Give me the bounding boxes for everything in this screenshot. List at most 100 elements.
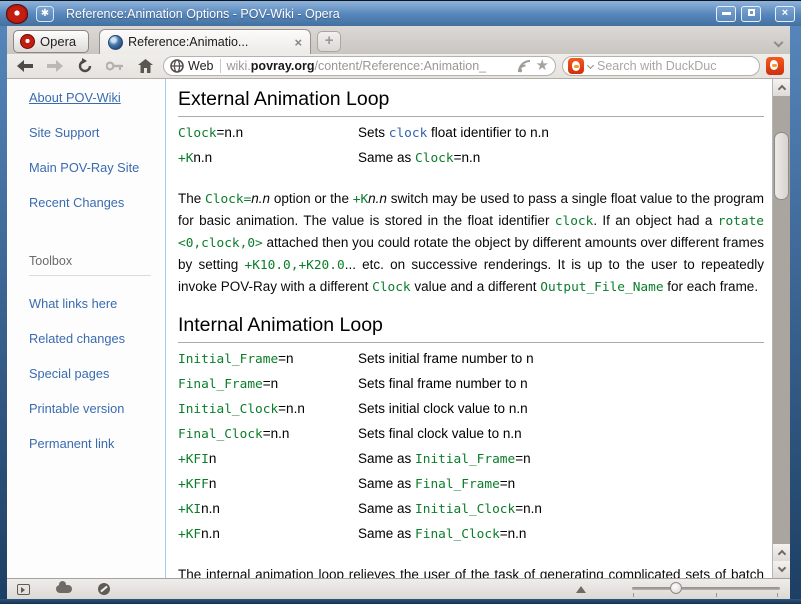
definition-term: +KFFn	[178, 476, 358, 492]
maximize-button[interactable]	[741, 5, 761, 22]
text-segment: =n.n	[278, 401, 305, 416]
article-paragraph: The internal animation loop relieves the…	[178, 564, 764, 578]
article-paragraph: The Clock=n.n option or the +Kn.n switch…	[178, 188, 764, 298]
opera-menu-button[interactable]: Opera	[13, 30, 90, 53]
window-title: Reference:Animation Options - POV-Wiki -…	[66, 6, 340, 21]
url-text[interactable]: wiki.povray.org/content/Reference:Animat…	[226, 59, 487, 73]
window-border-left	[0, 26, 7, 599]
home-button[interactable]	[133, 56, 157, 76]
text-segment: Sets final clock value to n.n	[358, 426, 522, 441]
scroll-up-button[interactable]	[773, 79, 790, 96]
sidebar-link[interactable]: Special pages	[29, 366, 110, 381]
text-segment: +KI	[178, 502, 202, 517]
text-segment: n.n	[251, 191, 271, 206]
zoom-slider-track[interactable]	[632, 587, 780, 590]
text-segment: clock	[554, 214, 594, 229]
sidebar-link[interactable]: Related changes	[29, 331, 126, 346]
minimize-icon	[721, 11, 731, 15]
text-segment: n.n	[368, 191, 387, 206]
text-segment: switch may be used to pass a single floa…	[178, 191, 765, 228]
bookmark-star-icon[interactable]: ★	[535, 57, 549, 74]
text-segment: +K	[178, 151, 194, 166]
window-border-bottom	[0, 599, 801, 604]
back-button[interactable]	[13, 56, 37, 76]
forward-button[interactable]	[43, 56, 67, 76]
text-segment: rotate <0,clock,0>	[178, 214, 764, 251]
text-segment: attached then you could rotate the objec…	[178, 235, 764, 272]
back-icon	[17, 60, 33, 72]
key-icon	[106, 61, 123, 71]
opera-menu-label: Opera	[40, 34, 77, 49]
definition-row: +KFn.n Same as Final_Clock=n.n	[178, 526, 764, 551]
sidebar-link[interactable]: Printable version	[29, 401, 125, 416]
definition-row: +Kn.n Same as Clock=n.n	[178, 150, 764, 175]
text-segment: Sets initial clock value to n.n	[358, 401, 528, 416]
definition-row: +KFIn Same as Initial_Frame=n	[178, 451, 764, 476]
scrollbar-thumb[interactable]	[774, 132, 789, 200]
zoom-slider[interactable]	[632, 581, 780, 597]
reload-icon	[78, 58, 92, 73]
definition-description: Sets clock float identifier to n.n	[358, 125, 764, 141]
tab-close-icon[interactable]: ×	[294, 34, 303, 50]
navigation-toolbar: Web wiki.povray.org/content/Reference:An…	[7, 54, 790, 79]
scrollbar-track[interactable]	[773, 96, 790, 544]
tab-active[interactable]: Reference:Animatio... ×	[99, 29, 312, 54]
sidebar-link[interactable]: Site Support	[29, 125, 100, 140]
search-engine-chevron-icon[interactable]	[586, 61, 595, 69]
tab-list-chevron-icon[interactable]	[773, 37, 784, 48]
definition-description: Sets final clock value to n.n	[358, 426, 764, 441]
text-segment: ... etc. on successive renderings. It is…	[178, 257, 764, 294]
window-menu-button[interactable]: ✱	[36, 5, 54, 22]
reload-button[interactable]	[73, 56, 97, 76]
sidebar-link[interactable]: What links here	[29, 296, 118, 311]
new-tab-button[interactable]: +	[317, 31, 342, 52]
text-segment: Same as	[358, 526, 416, 541]
password-wand-button[interactable]	[103, 56, 127, 76]
close-button[interactable]: ×	[775, 5, 795, 22]
definition-row: +KIn.n Same as Initial_Clock=n.n	[178, 501, 764, 526]
search-input[interactable]	[597, 59, 717, 73]
titlebar[interactable]: ✱ Reference:Animation Options - POV-Wiki…	[0, 0, 801, 26]
opera-logo-icon	[20, 34, 35, 49]
close-icon: ×	[781, 6, 789, 19]
address-bar[interactable]: Web wiki.povray.org/content/Reference:An…	[163, 56, 556, 76]
search-box[interactable]	[562, 56, 760, 76]
definition-term: Final_Frame=n	[178, 376, 358, 392]
minimize-button[interactable]	[716, 5, 736, 22]
text-segment: Sets	[358, 125, 389, 140]
text-segment: Clock	[178, 126, 217, 141]
scroll-up-button-2[interactable]	[773, 544, 790, 561]
zoom-tick	[777, 593, 778, 597]
text-segment: Clock	[372, 280, 411, 295]
web-badge[interactable]: Web	[170, 59, 222, 73]
duckduckgo-side-icon[interactable]	[766, 57, 784, 75]
definition-term: +Kn.n	[178, 150, 358, 166]
text-segment: =n.n	[262, 426, 290, 441]
panel-toggle-icon[interactable]	[17, 583, 30, 595]
sidebar-link[interactable]: Permanent link	[29, 436, 115, 451]
chevron-up-icon	[777, 84, 786, 94]
sidebar-link[interactable]: About POV-Wiki	[29, 90, 121, 105]
text-segment: n.n	[201, 526, 220, 541]
sidebar-link[interactable]: Recent Changes	[29, 195, 125, 210]
definition-row: Initial_Clock=n.n Sets initial clock valu…	[178, 401, 764, 426]
text-segment: The	[178, 191, 206, 206]
rss-icon[interactable]	[517, 59, 531, 73]
text-segment: Clock=	[205, 192, 252, 207]
opera-logo-icon	[6, 3, 28, 24]
text-segment: =n	[515, 451, 531, 466]
vertical-scrollbar[interactable]	[772, 79, 790, 578]
definition-list: Initial_Frame=n Sets initial frame number…	[178, 351, 764, 551]
fit-to-width-icon[interactable]	[576, 585, 586, 593]
wiki-sidebar: About POV-Wiki Site Support Main POV-Ray S…	[7, 79, 166, 578]
text-segment: Final_Frame	[415, 477, 500, 492]
zoom-tick	[716, 593, 717, 597]
text-segment: Sets initial frame number to n	[358, 351, 534, 366]
text-segment: Final_Frame	[178, 377, 263, 392]
definition-description: Same as Final_Frame=n	[358, 476, 764, 492]
opera-link-icon[interactable]	[98, 583, 110, 595]
zoom-slider-knob[interactable]	[670, 582, 682, 594]
sidebar-link[interactable]: Main POV-Ray Site	[29, 160, 140, 175]
scroll-down-button[interactable]	[773, 561, 790, 578]
opera-turbo-cloud-icon[interactable]	[56, 581, 72, 593]
